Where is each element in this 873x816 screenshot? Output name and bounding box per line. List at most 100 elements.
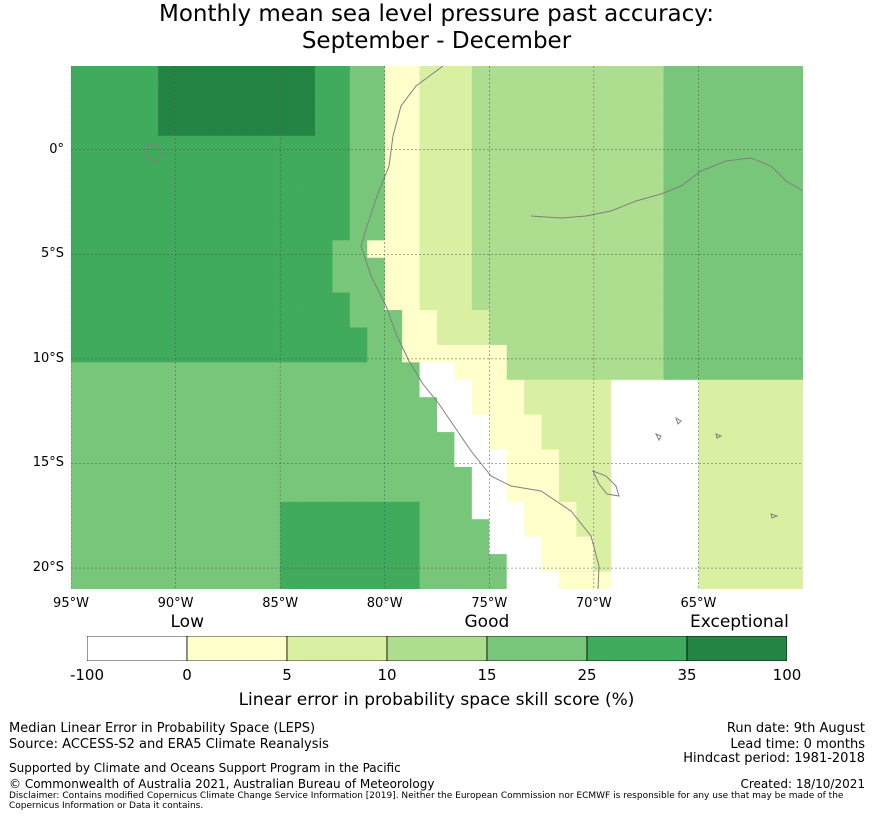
- grid-cell: [140, 466, 159, 485]
- grid-cell: [611, 484, 630, 503]
- colorbar-tick-label: 15: [477, 666, 497, 684]
- grid-cell: [419, 188, 438, 206]
- grid-cell: [384, 292, 403, 311]
- grid-cell: [768, 344, 786, 363]
- grid-cell: [593, 397, 612, 416]
- grid-cell: [367, 397, 386, 416]
- grid-cell: [384, 519, 403, 538]
- grid-cell: [506, 449, 525, 468]
- grid-cell: [175, 344, 194, 363]
- grid-cell: [733, 188, 752, 206]
- grid-cell: [436, 344, 455, 363]
- grid-cell: [419, 83, 438, 102]
- grid-cell: [785, 327, 803, 346]
- grid-cell: [175, 536, 194, 555]
- grid-cell: [506, 327, 525, 346]
- grid-cell: [158, 344, 176, 363]
- grid-cell: [88, 484, 107, 503]
- grid-cell: [576, 153, 595, 171]
- grid-cell: [262, 275, 281, 294]
- grid-cell: [210, 170, 229, 189]
- grid-cell: [280, 100, 298, 119]
- grid-cell: [349, 83, 368, 102]
- grid-cell: [227, 205, 246, 224]
- grid-cell: [402, 327, 420, 346]
- grid-cell: [123, 379, 142, 398]
- grid-cell: [436, 240, 455, 259]
- grid-cell: [349, 100, 368, 119]
- longitude-label: 95°W: [53, 596, 89, 611]
- grid-cell: [384, 118, 403, 137]
- grid-cell: [436, 275, 455, 294]
- grid-cell: [158, 83, 176, 102]
- grid-cell: [367, 432, 386, 450]
- island-2: [675, 416, 682, 425]
- grid-cell: [280, 466, 298, 485]
- grid-cell: [750, 205, 769, 224]
- grid-cell: [367, 100, 386, 119]
- grid-cell: [750, 240, 769, 259]
- grid-cell: [210, 188, 229, 206]
- grid-cell: [332, 327, 351, 346]
- grid-cell: [105, 536, 124, 555]
- grid-cell: [245, 554, 264, 572]
- grid-cell: [419, 484, 438, 503]
- grid-cell: [489, 83, 508, 102]
- grid-cell: [175, 310, 194, 328]
- grid-cell: [506, 519, 525, 538]
- grid-cell: [88, 66, 107, 84]
- grid-cell: [245, 83, 264, 102]
- grid-cell: [715, 466, 734, 485]
- grid-cell: [489, 501, 508, 520]
- grid-cell: [210, 466, 229, 485]
- grid-cell: [210, 118, 229, 137]
- grid-cell: [506, 188, 525, 206]
- grid-cell: [541, 275, 560, 294]
- grid-cell: [280, 536, 298, 555]
- grid-cell: [280, 153, 298, 171]
- grid-cell: [402, 466, 420, 485]
- grid-cell: [454, 83, 473, 102]
- grid-cell: [367, 66, 386, 84]
- grid-cell: [680, 292, 699, 311]
- grid-cell: [140, 275, 159, 294]
- grid-cell: [297, 449, 316, 468]
- grid-cell: [210, 536, 229, 555]
- grid-cell: [140, 554, 159, 572]
- grid-cell: [245, 379, 264, 398]
- grid-cell: [541, 222, 560, 241]
- grid-cell: [733, 344, 752, 363]
- grid-cell: [611, 536, 630, 555]
- grid-cell: [384, 571, 403, 589]
- grid-cell: [558, 153, 577, 171]
- colorbar-category-label: Good: [464, 612, 510, 632]
- grid-cell: [489, 292, 508, 311]
- grid-cell: [245, 536, 264, 555]
- grid-cell: [489, 362, 508, 381]
- grid-cell: [245, 571, 264, 589]
- grid-cell: [593, 100, 612, 119]
- grid-cell: [297, 222, 316, 241]
- grid-cell: [524, 135, 542, 154]
- grid-cell: [384, 554, 403, 572]
- grid-cell: [576, 571, 595, 589]
- grid-cell: [506, 118, 525, 137]
- grid-cell: [593, 118, 612, 137]
- grid-cell: [715, 344, 734, 363]
- grid-cell: [489, 135, 508, 154]
- grid-cell: [384, 501, 403, 520]
- grid-cell: [349, 66, 368, 84]
- grid-cell: [698, 66, 717, 84]
- grid-cell: [280, 170, 298, 189]
- grid-cell: [402, 362, 420, 381]
- grid-cell: [140, 66, 159, 84]
- grid-cell: [454, 275, 473, 294]
- grid-cell: [646, 327, 664, 346]
- grid-cell: [367, 362, 386, 381]
- grid-cell: [611, 466, 630, 485]
- grid-cell: [88, 397, 107, 416]
- grid-cell: [768, 571, 786, 589]
- grid-cell: [593, 484, 612, 503]
- grid-cell: [558, 66, 577, 84]
- grid-cell: [663, 571, 682, 589]
